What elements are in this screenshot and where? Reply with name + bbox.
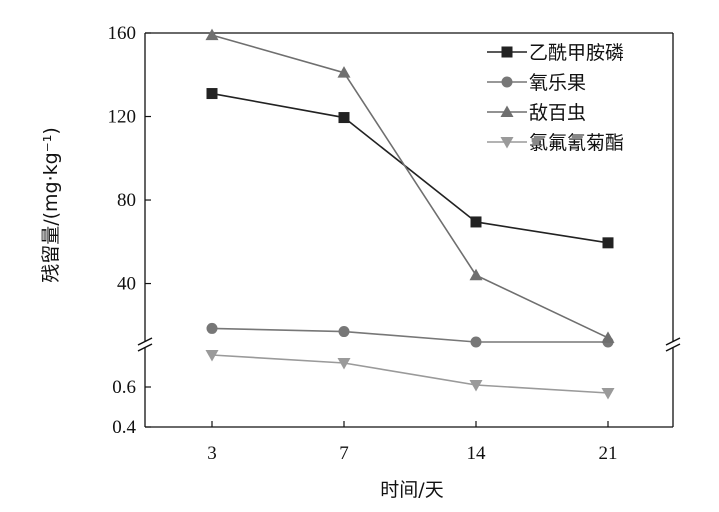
legend-label: 敌百虫	[529, 102, 586, 124]
x-tick-label: 21	[599, 443, 618, 464]
legend-marker	[501, 46, 513, 58]
data-point-series-2	[338, 326, 350, 338]
y-tick-label: 160	[108, 23, 137, 44]
axes: 40 80 120 160 0.4 0.6 3 7 14 21	[108, 23, 681, 464]
legend-label: 氧乐果	[529, 72, 586, 94]
x-axis-title: 时间/天	[380, 479, 443, 501]
data-point-series-3	[337, 66, 351, 78]
y-tick-label: 0.6	[112, 377, 136, 398]
axis-break-mark	[665, 337, 681, 346]
data-point-series-4	[601, 388, 615, 400]
data-point-series-2	[206, 322, 218, 334]
data-point-series-4	[337, 358, 351, 370]
legend-label: 氯氟氰菊酯	[529, 132, 624, 154]
series-line-2	[211, 327, 608, 343]
x-tick-label: 3	[207, 443, 217, 464]
data-point-series-3	[469, 268, 483, 281]
legend-marker	[500, 105, 514, 117]
data-point-series-4	[469, 380, 483, 392]
data-point-series-1	[338, 112, 350, 124]
legend-marker	[501, 76, 513, 88]
y-tick-label: 120	[108, 107, 137, 128]
series-layer	[205, 28, 615, 400]
series-line-4	[211, 354, 609, 394]
data-point-series-1	[470, 216, 482, 228]
axis-break-mark	[665, 343, 681, 352]
data-point-series-1	[206, 88, 218, 100]
x-tick-label: 14	[467, 443, 487, 464]
axis-break-mark	[137, 343, 153, 352]
series-line-3	[211, 34, 609, 339]
y-tick-label: 0.4	[112, 417, 136, 438]
legend-marker	[500, 137, 514, 149]
x-tick-label: 7	[339, 443, 349, 464]
data-point-series-3	[205, 28, 219, 41]
data-point-series-1	[602, 237, 614, 249]
data-point-series-3	[601, 331, 615, 343]
data-point-series-2	[470, 336, 482, 348]
legend-label: 乙酰甲胺磷	[529, 42, 624, 64]
series-line-1	[211, 92, 609, 244]
axis-break-mark	[137, 337, 153, 346]
y-axis-title: 残留量/(mg·kg⁻¹)	[40, 127, 62, 283]
y-tick-label: 80	[117, 190, 136, 211]
data-point-series-4	[205, 350, 219, 362]
y-tick-label: 40	[117, 274, 136, 295]
